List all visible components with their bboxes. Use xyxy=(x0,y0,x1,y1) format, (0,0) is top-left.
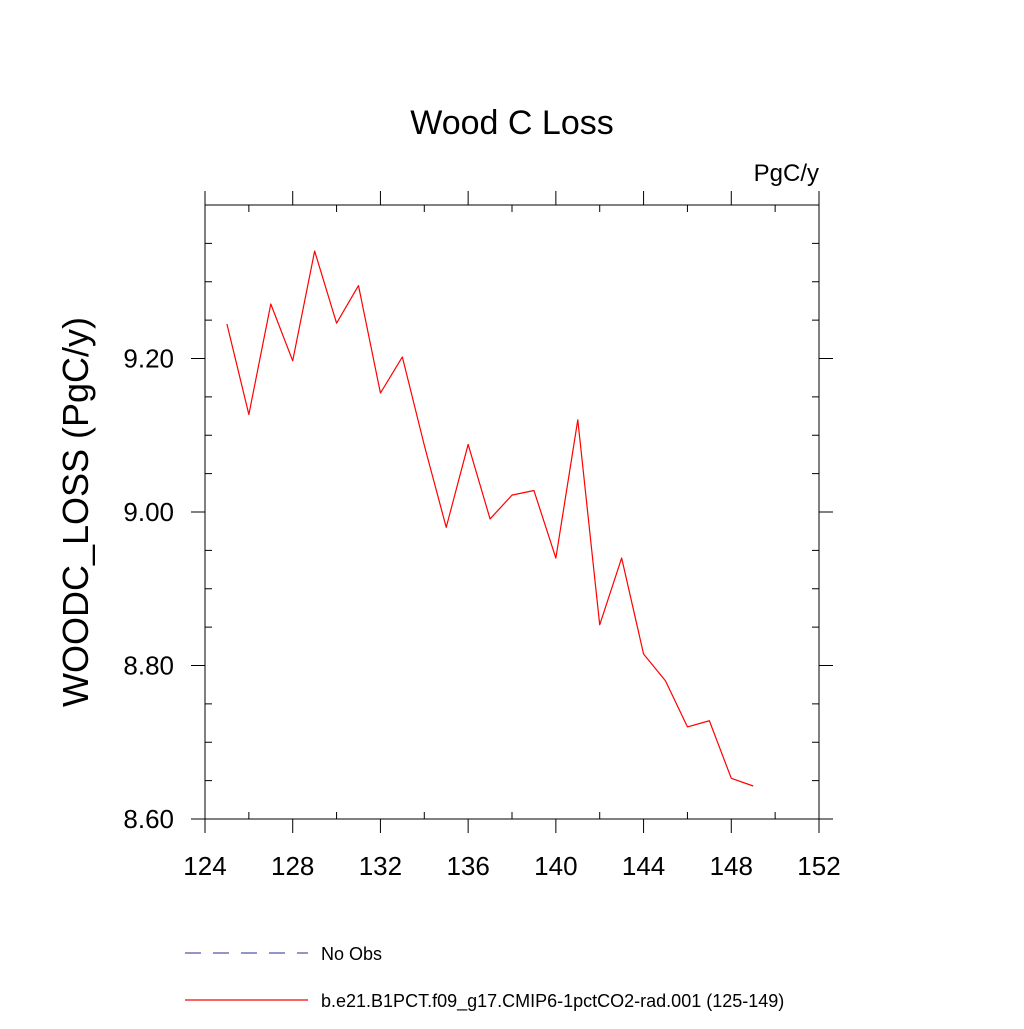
x-tick-label: 144 xyxy=(622,851,665,881)
x-tick-label: 148 xyxy=(710,851,753,881)
y-axis-label: WOODC_LOSS (PgC/y) xyxy=(55,317,96,707)
y-tick-label: 9.00 xyxy=(123,497,174,527)
series-layer xyxy=(226,250,754,787)
x-tick-label: 124 xyxy=(183,851,226,881)
x-tick-label: 132 xyxy=(359,851,402,881)
legend-label-no-obs: No Obs xyxy=(321,944,382,964)
y-tick-label: 8.60 xyxy=(123,804,174,834)
legend: No Obs b.e21.B1PCT.f09_g17.CMIP6-1pctCO2… xyxy=(185,944,784,1012)
chart-title: Wood C Loss xyxy=(410,104,613,142)
y-tick-label: 9.20 xyxy=(123,344,174,374)
x-tick-label: 152 xyxy=(797,851,840,881)
series-line xyxy=(226,250,754,787)
units-label: PgC/y xyxy=(754,160,819,187)
x-tick-label: 140 xyxy=(534,851,577,881)
x-tick-label: 128 xyxy=(271,851,314,881)
y-tick-label: 8.80 xyxy=(123,651,174,681)
plot-frame xyxy=(204,204,820,820)
axis-ticks xyxy=(191,191,833,833)
legend-label-model-run: b.e21.B1PCT.f09_g17.CMIP6-1pctCO2-rad.00… xyxy=(321,991,784,1012)
x-tick-label: 136 xyxy=(446,851,489,881)
tick-labels: 124 128 132 136 140 144 148 152 8.60 8.80 9.00 9.20 xyxy=(123,344,840,882)
